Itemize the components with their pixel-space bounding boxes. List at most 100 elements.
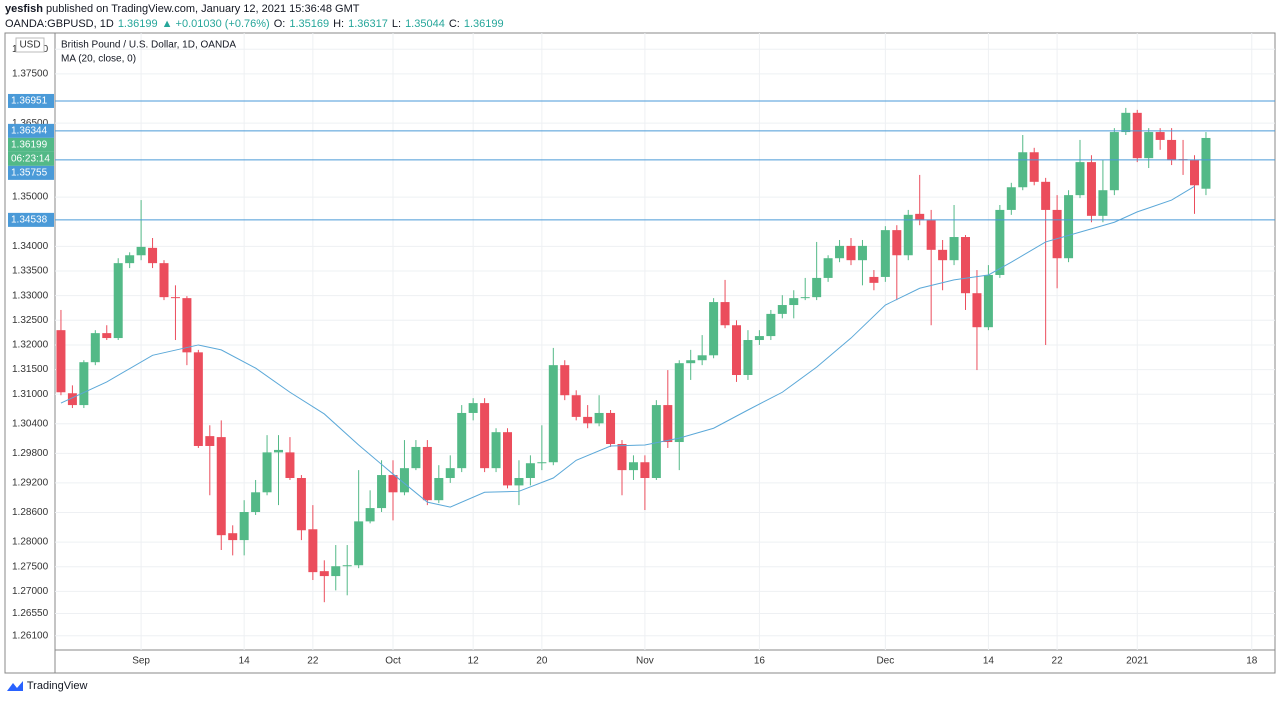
candle-body [651, 405, 661, 479]
y-tick-label: 1.26100 [12, 630, 49, 641]
y-tick-label: 1.28600 [12, 507, 49, 518]
y-tick-label: 1.33500 [12, 266, 49, 277]
candle-body [411, 446, 421, 469]
y-tick-label: 1.32000 [12, 340, 49, 351]
price-label: 1.36344 [11, 126, 48, 137]
x-tick-label: 22 [1052, 656, 1064, 667]
candle-body [823, 258, 833, 278]
candle-body [228, 533, 238, 541]
candle-body [1109, 132, 1119, 191]
y-tick-label: 1.28000 [12, 537, 49, 548]
x-tick-label: Nov [636, 656, 654, 667]
candle-body [90, 333, 100, 363]
quote-line: OANDA:GBPUSD, 1D 1.36199 ▲ +0.01030 (+0.76… [5, 17, 508, 32]
candle-body [1098, 190, 1108, 216]
x-tick-label: 20 [536, 656, 548, 667]
y-tick-label: 1.37500 [12, 69, 49, 80]
candle-body [251, 492, 261, 513]
currency-box [15, 37, 45, 53]
candle-body [388, 475, 398, 493]
candle-body [56, 330, 66, 393]
candle-body [1201, 137, 1211, 189]
candle-body [720, 302, 730, 326]
price-label-box [8, 123, 54, 138]
candle-body [915, 213, 925, 221]
y-tick-label: 1.31500 [12, 364, 49, 375]
candle-body [1132, 112, 1142, 159]
candle-body [182, 298, 192, 353]
candle-body [503, 432, 513, 486]
candle-body [193, 352, 203, 446]
y-tick-label: 1.27000 [12, 586, 49, 597]
candle-body [159, 263, 169, 298]
candle-body [995, 209, 1005, 275]
candle-body [113, 263, 123, 339]
quote-part: 1.35044 [405, 18, 445, 30]
x-tick-label: 14 [983, 656, 995, 667]
candle-body [560, 365, 570, 396]
candle-body [743, 340, 753, 376]
candle-body [583, 416, 593, 424]
price-label: 1.34538 [11, 215, 48, 226]
candle-body [205, 436, 215, 446]
candle-body [857, 245, 867, 261]
candle-body [961, 237, 971, 294]
candle-body [949, 237, 959, 261]
x-tick-label: 22 [307, 656, 319, 667]
quote-part: OANDA:GBPUSD, 1D [5, 18, 114, 30]
candle-body [754, 336, 764, 341]
y-tick-label: 1.29200 [12, 478, 49, 489]
frame [4, 32, 1276, 674]
ma-line [60, 185, 1195, 508]
candle-body [422, 446, 432, 501]
y-tick-label: 1.26550 [12, 608, 49, 619]
candle-body [571, 395, 581, 417]
y-tick-label: 1.36500 [12, 118, 49, 129]
candle-body [1006, 187, 1016, 210]
candle-body [274, 449, 284, 453]
candle-body [880, 230, 890, 277]
candle-body [354, 521, 364, 566]
candle-body [766, 313, 776, 337]
candle-body [434, 478, 444, 501]
candle-body [812, 277, 822, 298]
candle-body [148, 247, 158, 264]
candle-body [606, 412, 616, 445]
candle-body [377, 475, 387, 509]
header: yesfish published on TradingView.com, Ja… [5, 2, 508, 32]
candle-body [342, 565, 352, 567]
candle-body [1029, 152, 1039, 182]
quote-part: ▲ +0.01030 (+0.76%) [161, 18, 270, 30]
candle-body [1064, 195, 1074, 259]
candle-body [938, 249, 948, 261]
x-tick-label: Sep [132, 656, 150, 667]
candle-body [331, 566, 341, 577]
candle-body [1155, 132, 1165, 140]
quote-part: 1.36317 [348, 18, 388, 30]
y-tick-label: 1.29800 [12, 448, 49, 459]
candle-body [457, 412, 467, 469]
x-tick-label: Dec [876, 656, 894, 667]
y-tick-label: 1.31000 [12, 389, 49, 400]
candle-body [537, 462, 547, 464]
candle-body [846, 245, 856, 261]
candle-body [296, 478, 306, 531]
candle-body [399, 468, 409, 493]
candle-body [869, 276, 879, 283]
x-tick-label: 12 [468, 656, 480, 667]
candle-body [67, 393, 77, 406]
candle-body [1167, 139, 1177, 161]
candle-body [365, 508, 375, 522]
candle-body [628, 462, 638, 471]
candle-body [319, 571, 329, 577]
price-label-box [8, 165, 54, 180]
candle-body [835, 245, 845, 259]
candle-body [1041, 181, 1051, 210]
candle-body [285, 452, 295, 479]
brand: TradingView [26, 680, 88, 692]
candle-body [697, 355, 707, 361]
candle-body [102, 333, 112, 339]
candle-body [125, 255, 135, 264]
candle-body [903, 214, 913, 256]
